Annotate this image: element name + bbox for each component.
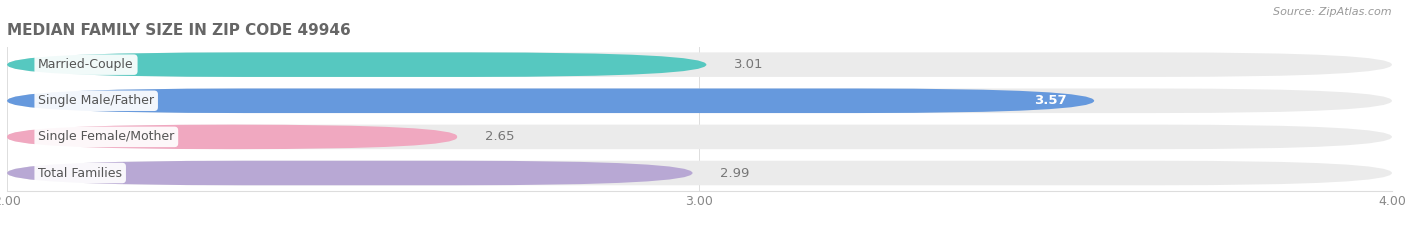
- Text: Single Male/Father: Single Male/Father: [38, 94, 155, 107]
- Text: 3.57: 3.57: [1033, 94, 1067, 107]
- Text: 2.99: 2.99: [720, 167, 749, 179]
- Text: 2.65: 2.65: [485, 130, 515, 143]
- FancyBboxPatch shape: [7, 125, 457, 149]
- Text: Married-Couple: Married-Couple: [38, 58, 134, 71]
- Text: Source: ZipAtlas.com: Source: ZipAtlas.com: [1274, 7, 1392, 17]
- FancyBboxPatch shape: [7, 161, 693, 185]
- FancyBboxPatch shape: [7, 125, 1392, 149]
- Text: Total Families: Total Families: [38, 167, 122, 179]
- Text: MEDIAN FAMILY SIZE IN ZIP CODE 49946: MEDIAN FAMILY SIZE IN ZIP CODE 49946: [7, 24, 350, 38]
- FancyBboxPatch shape: [7, 52, 1392, 77]
- FancyBboxPatch shape: [7, 161, 1392, 185]
- Text: Single Female/Mother: Single Female/Mother: [38, 130, 174, 143]
- FancyBboxPatch shape: [7, 52, 706, 77]
- FancyBboxPatch shape: [7, 89, 1094, 113]
- FancyBboxPatch shape: [7, 89, 1392, 113]
- Text: 3.01: 3.01: [734, 58, 763, 71]
